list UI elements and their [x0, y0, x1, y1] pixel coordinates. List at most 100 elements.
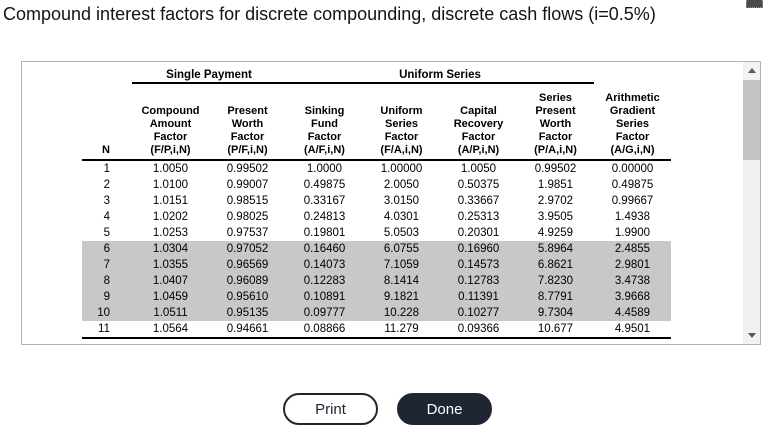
cell-value: 1.0304: [152, 243, 189, 255]
cell-value: 1.0100: [152, 179, 189, 191]
scroll-up-arrow-icon: [747, 68, 756, 73]
cell-value: 0.98025: [226, 211, 269, 223]
cell-value: 0.09366: [440, 321, 517, 339]
factors-table-panel: Single Payment Uniform Series N Compound…: [21, 61, 761, 345]
column-header-uniform-series: Uniform Series Factor (F/A,i,N): [363, 83, 440, 161]
group-spacer-n: [82, 65, 132, 83]
table-row-10: 10 1.0511 0.95135 0.09777 10.228 0.10277 9.730…: [82, 305, 671, 321]
cell-value: 0.49875: [303, 179, 346, 191]
cell-value: 4.0301: [383, 211, 420, 223]
cell-value: 10.677: [517, 321, 594, 339]
cell-value: 1.0050: [460, 163, 497, 175]
scroll-up-button[interactable]: [743, 62, 760, 79]
cell-value: 0.95135: [226, 307, 269, 319]
cell-value: 0.08866: [286, 321, 363, 339]
cell-value: 4.9501: [594, 321, 671, 339]
group-header-uniform-series: Uniform Series: [286, 65, 594, 84]
cell-value: 4.9259: [537, 227, 574, 239]
cell-value: 7.1059: [383, 259, 420, 271]
vertical-scrollbar[interactable]: [743, 62, 760, 344]
column-header-capital-recovery: Capital Recovery Factor (A/P,i,N): [440, 83, 517, 161]
cell-value: 8.7791: [537, 291, 574, 303]
done-button[interactable]: Done: [397, 393, 492, 425]
cell-value: 0.14573: [457, 259, 500, 271]
cell-value: 0.11391: [458, 291, 499, 303]
cell-value: 11.279: [363, 321, 440, 339]
cell-value: 0.96569: [226, 259, 269, 271]
table-row-1: 1 1.0050 0.99502 1.0000 1.00000 1.0050 0.99502…: [82, 160, 671, 177]
print-button[interactable]: Print: [283, 393, 378, 425]
table-row-11: 11 1.0564 0.94661 0.08866 11.279 0.09366 10.67…: [82, 321, 671, 339]
column-header-sinking-fund: Sinking Fund Factor (A/F,i,N): [286, 83, 363, 161]
cell-value: 1.0459: [152, 291, 189, 303]
cell-value: 0.25313: [457, 211, 500, 223]
cell-value: 1.0202: [152, 211, 189, 223]
cell-value: 1.9900: [614, 227, 651, 239]
column-header-n: N: [82, 83, 132, 161]
cell-value: 0.09777: [303, 307, 346, 319]
factors-table-wrap: Single Payment Uniform Series N Compound…: [82, 65, 671, 339]
cell-value: 1.0564: [132, 321, 209, 339]
column-header-series-present-worth: Series Present Worth Factor (P/A,i,N): [517, 83, 594, 161]
cell-value: 0.16960: [457, 243, 500, 255]
cell-n: 2: [103, 179, 110, 191]
cell-value: 0.99502: [226, 163, 269, 175]
cell-value: 1.0253: [152, 227, 189, 239]
clipped-ui-fragment: [746, 0, 763, 8]
cell-value: 0.19801: [303, 227, 346, 239]
cell-value: 1.0000: [306, 163, 343, 175]
cell-value: 10.228: [383, 307, 420, 319]
scroll-down-arrow-icon: [747, 333, 756, 338]
column-header-present-worth: Present Worth Factor (P/F,i,N): [209, 83, 286, 161]
scrollbar-thumb[interactable]: [743, 80, 760, 160]
cell-value: 0.99502: [534, 163, 577, 175]
cell-value: 6.8621: [537, 259, 574, 271]
cell-value: 0.96089: [226, 275, 269, 287]
page-title: Compound interest factors for discrete c…: [3, 4, 656, 24]
cell-n: 8: [103, 275, 110, 287]
cell-value: 6.0755: [383, 243, 420, 255]
cell-value: 0.24813: [303, 211, 346, 223]
cell-value: 1.9851: [537, 179, 574, 191]
compound-interest-factors-table: Single Payment Uniform Series N Compound…: [82, 65, 671, 339]
table-row-5: 5 1.0253 0.97537 0.19801 5.0503 0.20301 4.9259…: [82, 225, 671, 241]
column-header-arithmetic-gradient: Arithmetic Gradient Series Factor (A/G,i…: [594, 83, 671, 161]
cell-value: 0.99667: [611, 195, 654, 207]
column-header-row: N Compound Amount Factor (F/P,i,N) Prese…: [82, 83, 671, 161]
cell-value: 0.33667: [457, 195, 500, 207]
cell-value: 0.99007: [226, 179, 269, 191]
cell-value: 1.0511: [153, 307, 188, 319]
cell-value: 0.10891: [303, 291, 346, 303]
cell-value: 0.00000: [611, 163, 654, 175]
cell-value: 0.98515: [226, 195, 269, 207]
cell-value: 3.0150: [383, 195, 420, 207]
cell-n: 11: [82, 321, 132, 339]
cell-n: 3: [103, 195, 110, 207]
table-row-8: 8 1.0407 0.96089 0.12283 8.1414 0.12783 7.8230…: [82, 273, 671, 289]
cell-value: 2.9702: [537, 195, 574, 207]
cell-value: 1.4938: [614, 211, 651, 223]
cell-value: 0.10277: [457, 307, 500, 319]
table-row-7: 7 1.0355 0.96569 0.14073 7.1059 0.14573 6.8621…: [82, 257, 671, 273]
table-row-2: 2 1.0100 0.99007 0.49875 2.0050 0.50375 1.9851…: [82, 177, 671, 193]
cell-value: 2.4855: [614, 243, 651, 255]
cell-value: 9.1821: [383, 291, 420, 303]
scroll-down-button[interactable]: [743, 327, 760, 344]
cell-value: 0.14073: [303, 259, 346, 271]
group-header-row: Single Payment Uniform Series: [82, 65, 671, 84]
cell-value: 0.97052: [226, 243, 269, 255]
column-header-compound-amount: Compound Amount Factor (F/P,i,N): [132, 83, 209, 161]
cell-n: 6: [103, 243, 110, 255]
cell-value: 8.1414: [383, 275, 420, 287]
cell-value: 1.0151: [152, 195, 189, 207]
cell-value: 3.4738: [614, 275, 651, 287]
cell-value: 5.8964: [537, 243, 574, 255]
cell-n: 1: [103, 163, 110, 175]
cell-value: 1.0407: [152, 275, 189, 287]
cell-value: 0.94661: [209, 321, 286, 339]
cell-value: 2.9801: [614, 259, 651, 271]
cell-value: 0.33167: [303, 195, 346, 207]
group-spacer-gradient: [594, 65, 671, 83]
cell-value: 3.9668: [614, 291, 651, 303]
dialog-button-bar: Print Done: [0, 393, 775, 425]
